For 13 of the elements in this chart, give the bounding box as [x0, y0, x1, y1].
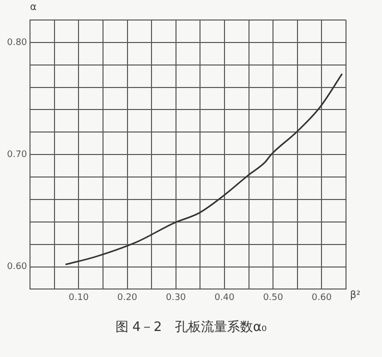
x-axis-title: β²	[350, 290, 360, 301]
x-tick-label: 0.40	[214, 292, 235, 303]
x-tick-label: 0.20	[117, 292, 138, 303]
x-tick-label: 0.10	[68, 292, 89, 303]
line-series	[64, 73, 343, 266]
x-tick-label: 0.50	[263, 292, 284, 303]
x-tick-label: 0.60	[312, 292, 332, 303]
y-axis-title: α	[30, 2, 37, 13]
y-tick-label: 0.60	[6, 262, 28, 272]
text: 图 4－2 孔板流量系数α₀	[114, 319, 268, 336]
y-tick-label: 0.80	[6, 38, 28, 48]
y-tick-label: 0.70	[6, 150, 28, 160]
x-tick-label: 0.30	[166, 292, 186, 303]
